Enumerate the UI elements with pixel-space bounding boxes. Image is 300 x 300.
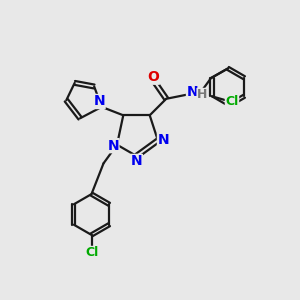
- Text: Cl: Cl: [225, 95, 239, 108]
- Text: N: N: [94, 94, 105, 109]
- Text: Cl: Cl: [85, 246, 98, 260]
- Text: O: O: [147, 70, 159, 84]
- Text: N: N: [187, 85, 198, 99]
- Text: N: N: [107, 139, 119, 153]
- Text: N: N: [131, 154, 142, 168]
- Text: H: H: [197, 88, 207, 101]
- Text: N: N: [158, 134, 169, 148]
